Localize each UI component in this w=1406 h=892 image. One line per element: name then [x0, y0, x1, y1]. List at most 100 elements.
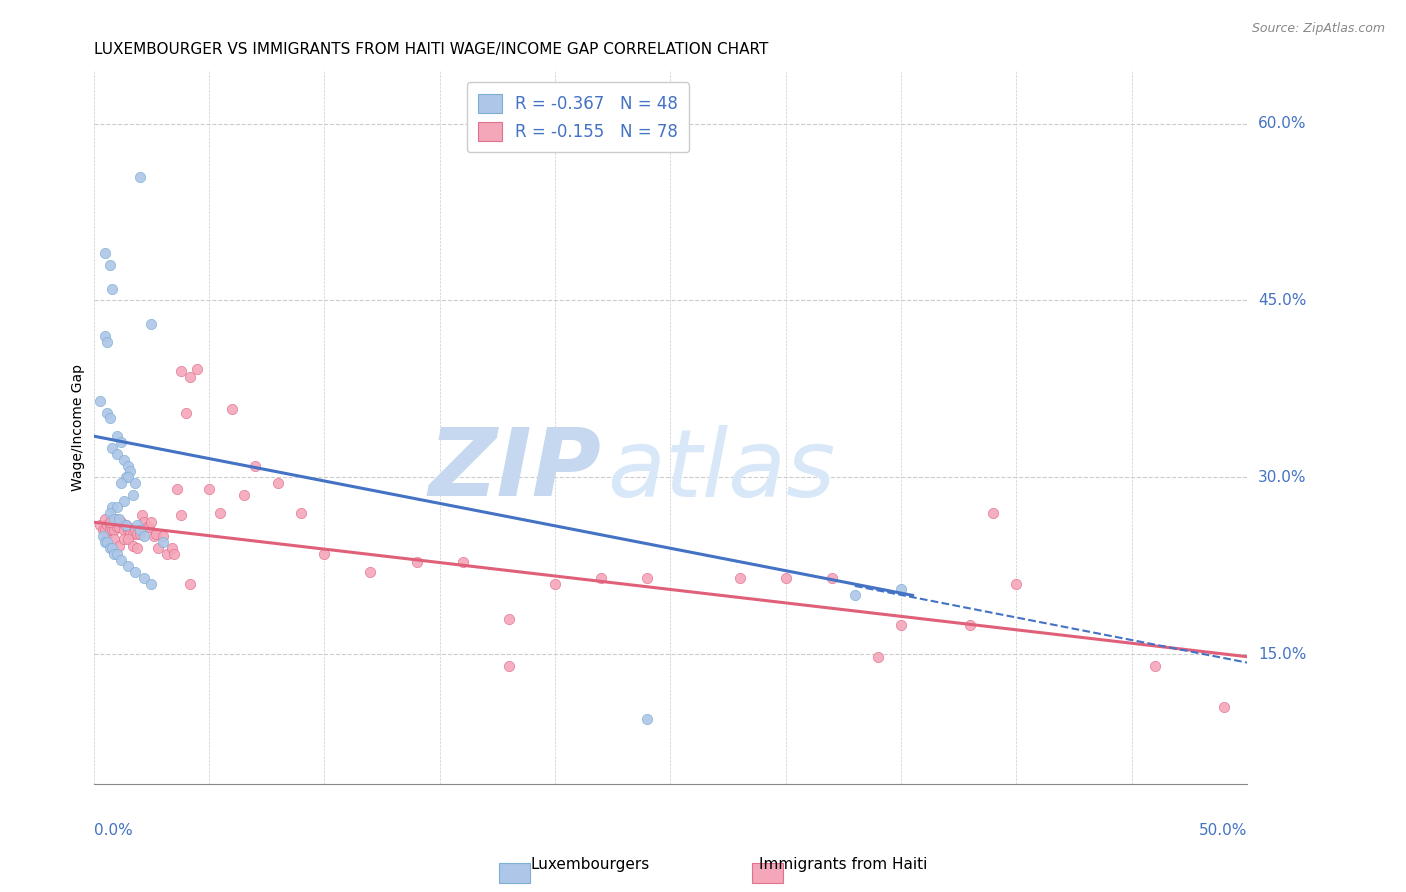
Point [134, 529, 156, 543]
Point [117, 532, 139, 546]
Point [124, 565, 146, 579]
Point [98, 506, 121, 520]
Point [156, 547, 179, 561]
Point [105, 511, 128, 525]
Text: 15.0%: 15.0% [1258, 647, 1306, 662]
Point [112, 532, 135, 546]
Point [98, 517, 121, 532]
Text: ZIP: ZIP [429, 424, 602, 516]
Point [890, 617, 912, 632]
Point [866, 649, 889, 664]
Text: Luxembourgers: Luxembourgers [531, 857, 650, 872]
Point [198, 482, 221, 496]
Point [152, 535, 174, 549]
Text: 50.0%: 50.0% [1199, 823, 1247, 838]
Point [98, 541, 121, 556]
Text: LUXEMBOURGER VS IMMIGRANTS FROM HAITI WAGE/INCOME GAP CORRELATION CHART: LUXEMBOURGER VS IMMIGRANTS FROM HAITI WA… [94, 42, 768, 57]
Point [1213, 700, 1236, 714]
Point [142, 529, 165, 543]
Point [141, 515, 163, 529]
Point [160, 541, 183, 556]
Point [134, 515, 156, 529]
Point [141, 317, 163, 331]
Point [498, 659, 520, 673]
Point [959, 617, 981, 632]
Point [636, 571, 658, 585]
Point [138, 520, 160, 534]
Point [103, 517, 125, 532]
Point [1005, 576, 1028, 591]
Text: Immigrants from Haiti: Immigrants from Haiti [759, 857, 928, 872]
Point [498, 612, 520, 626]
Point [267, 476, 290, 491]
Point [121, 539, 143, 553]
Point [141, 576, 163, 591]
Point [115, 517, 138, 532]
Point [134, 571, 156, 585]
Point [94, 246, 117, 260]
Point [128, 527, 150, 541]
Point [101, 541, 124, 556]
Point [96, 535, 118, 549]
Point [96, 334, 118, 349]
Text: 45.0%: 45.0% [1258, 293, 1306, 308]
Point [314, 547, 336, 561]
Point [112, 494, 135, 508]
Point [101, 441, 124, 455]
Point [115, 517, 138, 532]
Point [110, 515, 132, 529]
Point [636, 712, 658, 726]
Point [120, 465, 142, 479]
Point [121, 488, 143, 502]
Point [89, 393, 111, 408]
Point [101, 282, 124, 296]
Point [120, 527, 142, 541]
Point [127, 517, 149, 532]
Text: atlas: atlas [607, 425, 835, 516]
Point [121, 527, 143, 541]
Legend: R = -0.367   N = 48, R = -0.155   N = 78: R = -0.367 N = 48, R = -0.155 N = 78 [467, 82, 689, 153]
Point [232, 488, 254, 502]
Point [728, 571, 751, 585]
Point [110, 553, 132, 567]
Point [94, 328, 117, 343]
Point [844, 588, 866, 602]
Point [96, 517, 118, 532]
Point [108, 539, 131, 553]
Point [290, 506, 312, 520]
Point [105, 500, 128, 514]
Point [243, 458, 266, 473]
Point [221, 401, 243, 416]
Point [163, 547, 186, 561]
Text: 30.0%: 30.0% [1258, 470, 1306, 485]
Point [451, 555, 474, 569]
Point [124, 524, 146, 538]
Point [170, 508, 193, 523]
Point [146, 541, 169, 556]
Point [117, 458, 139, 473]
Text: 60.0%: 60.0% [1258, 116, 1306, 131]
Point [981, 506, 1004, 520]
Point [105, 547, 128, 561]
Point [101, 524, 124, 538]
Text: Source: ZipAtlas.com: Source: ZipAtlas.com [1251, 22, 1385, 36]
Point [98, 411, 121, 425]
Point [108, 520, 131, 534]
Point [105, 429, 128, 443]
Point [110, 476, 132, 491]
Point [110, 435, 132, 450]
Point [821, 571, 844, 585]
Y-axis label: Wage/Income Gap: Wage/Income Gap [72, 364, 86, 491]
Point [174, 405, 197, 419]
Point [117, 470, 139, 484]
Point [179, 576, 201, 591]
Point [91, 529, 114, 543]
Point [103, 524, 125, 538]
Point [124, 476, 146, 491]
Point [103, 532, 125, 546]
Point [98, 258, 121, 272]
Point [145, 527, 167, 541]
Point [91, 524, 114, 538]
Point [96, 529, 118, 543]
Point [105, 447, 128, 461]
